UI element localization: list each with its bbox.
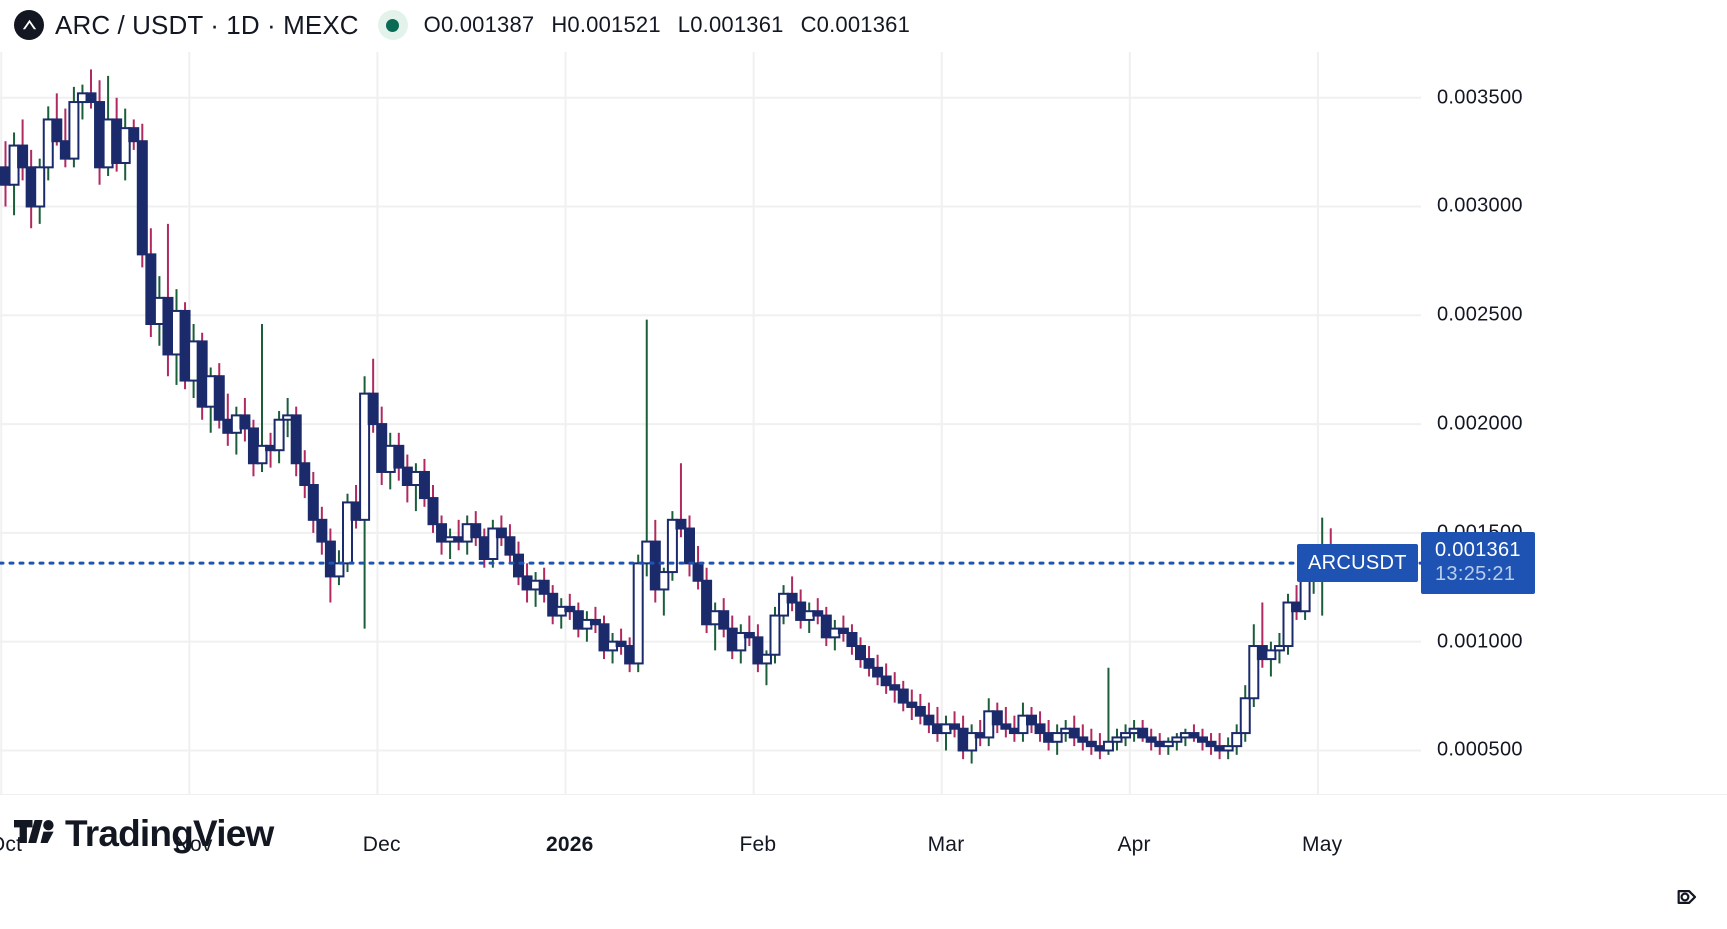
time-axis-label: Oct — [0, 833, 23, 856]
price-axis-label: 0.001000 — [1437, 630, 1523, 653]
price-axis-label: 0.003500 — [1437, 86, 1523, 109]
bar-countdown: 13:25:21 — [1435, 563, 1516, 586]
chart-plot-area[interactable] — [0, 52, 1421, 794]
time-axis-label: Mar — [927, 833, 965, 856]
ohlc-low: L0.001361 — [677, 12, 784, 37]
time-axis-label: Apr — [1117, 833, 1151, 856]
time-axis[interactable]: Oct Nov Dec 2026 Feb Mar Apr May — [0, 794, 1727, 929]
price-line-symbol-tag: ARCUSDT — [1297, 544, 1418, 583]
price-axis-label: 0.003000 — [1437, 194, 1523, 217]
symbol-logo-icon — [14, 10, 44, 40]
time-axis-label: May — [1302, 833, 1343, 856]
ohlc-close: C0.001361 — [800, 12, 911, 37]
time-axis-label: 2026 — [546, 833, 594, 856]
ohlc-high: H0.001521 — [551, 12, 661, 37]
tradingview-logo: TradingView — [14, 813, 274, 854]
ohlc-values: O0.001387 H0.001521 L0.001361 C0.001361 — [424, 10, 910, 40]
candlestick-series — [0, 52, 1421, 794]
price-axis-label: 0.002500 — [1437, 303, 1523, 326]
time-axis-label: Dec — [362, 833, 401, 856]
price-axis-label: 0.002000 — [1437, 412, 1523, 435]
current-price-value: 0.001361 — [1435, 539, 1521, 562]
chart-legend[interactable]: ARC / USDT · 1D · MEXC O0.001387 H0.00152… — [14, 6, 910, 44]
symbol-title[interactable]: ARC / USDT · 1D · MEXC — [55, 10, 359, 40]
ohlc-open: O0.001387 — [423, 12, 535, 37]
time-axis-label: Feb — [739, 833, 777, 856]
price-axis[interactable]: 0.0035000.0030000.0025000.0020000.001500… — [1421, 52, 1727, 794]
time-axis-label: Nov — [174, 833, 213, 856]
current-price-badge[interactable]: 0.001361 13:25:21 — [1421, 532, 1535, 595]
tradingview-wordmark: TradingView — [65, 813, 274, 854]
tradingview-mark-icon — [14, 819, 54, 843]
axis-settings-button[interactable] — [1667, 876, 1709, 918]
market-status-icon[interactable] — [377, 10, 408, 40]
target-icon — [1677, 890, 1697, 904]
price-axis-label: 0.000500 — [1437, 738, 1523, 761]
